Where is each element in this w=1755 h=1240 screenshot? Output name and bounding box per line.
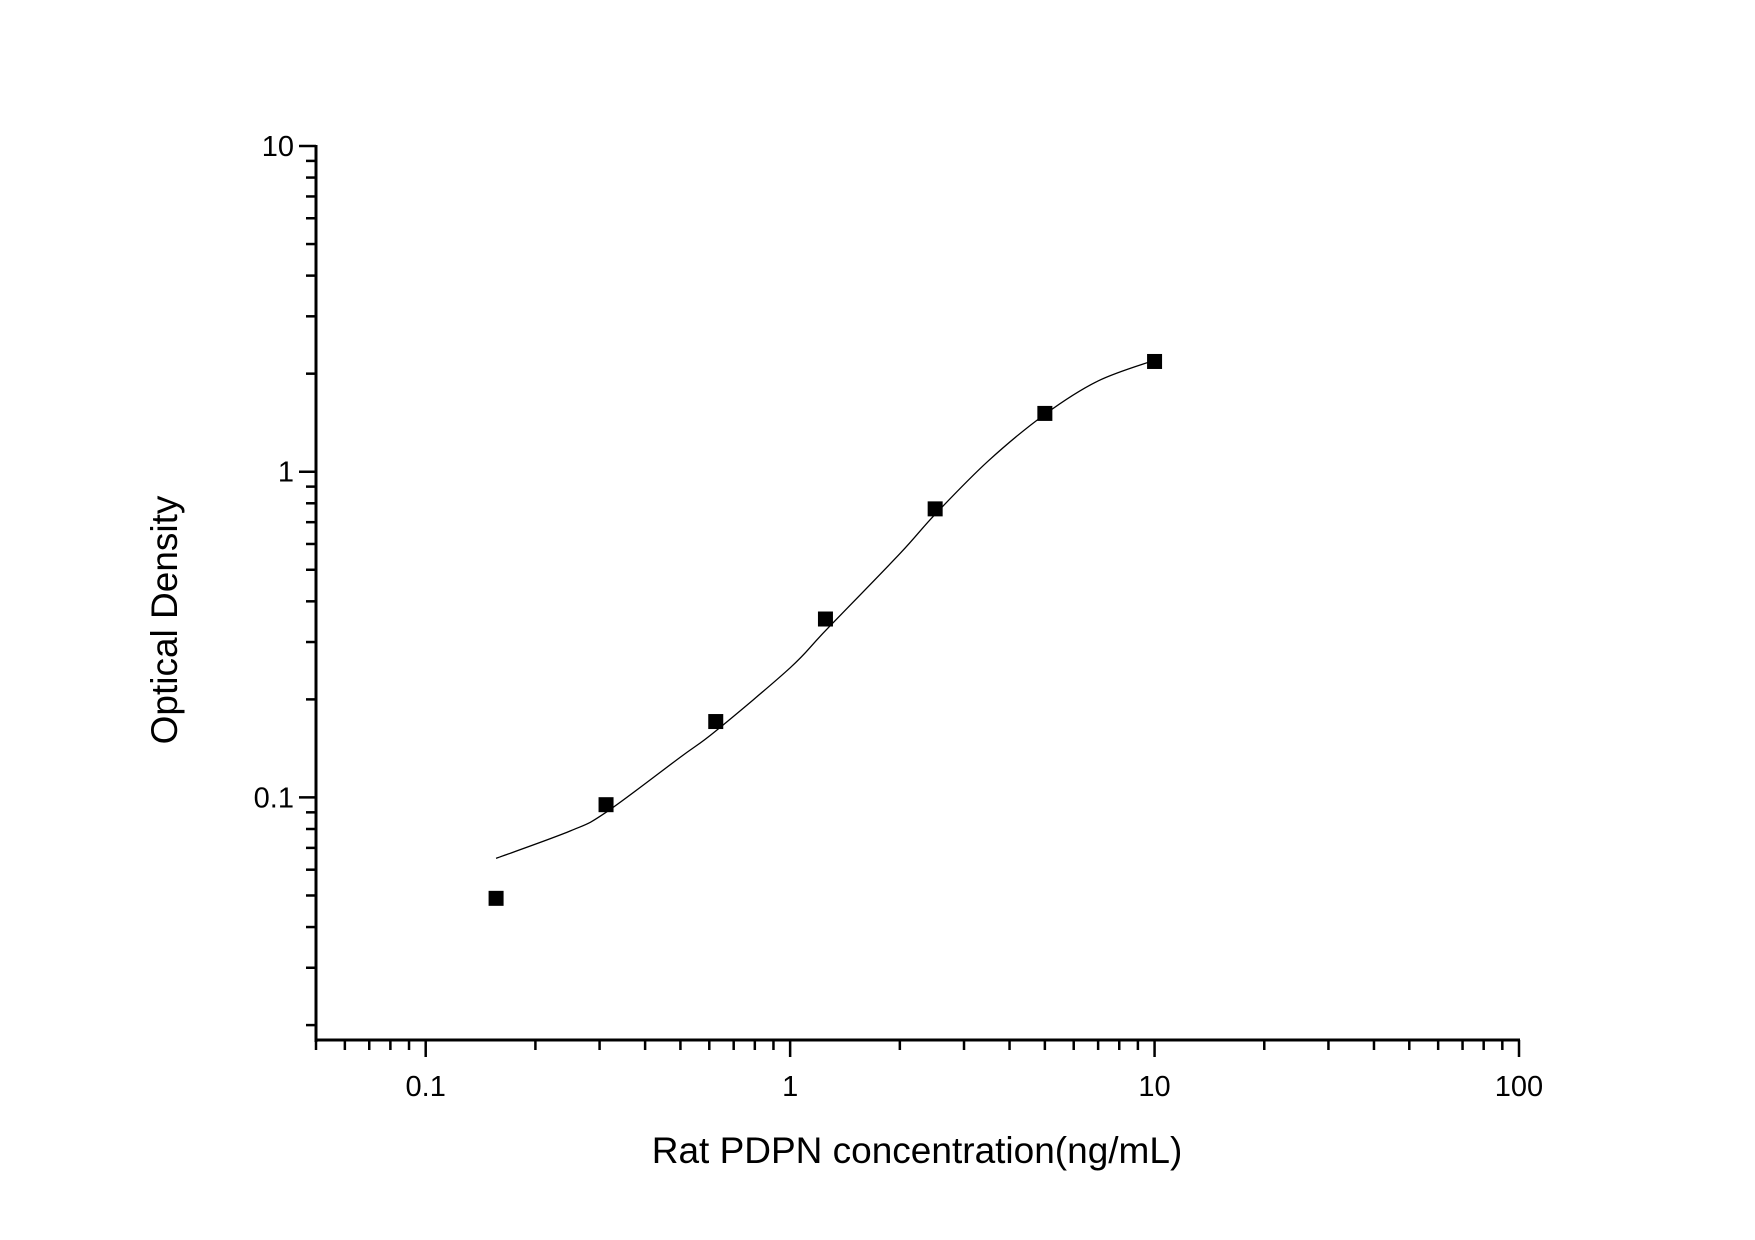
data-point <box>1147 353 1163 369</box>
x-tick-label: 100 <box>1495 1071 1543 1103</box>
y-axis-title: Optical Density <box>144 495 185 744</box>
x-tick-labels: 0.1 1 10 100 <box>406 1071 1544 1103</box>
data-point <box>488 890 504 906</box>
data-point <box>1037 405 1053 421</box>
fit-curve <box>495 359 1155 859</box>
data-point <box>708 714 724 730</box>
y-tick-label: 0.1 <box>254 782 294 814</box>
data-points <box>488 353 1163 906</box>
y-tick-label: 10 <box>262 131 294 163</box>
y-tick-labels: 0.1 1 10 <box>254 131 294 814</box>
x-tick-label: 10 <box>1138 1071 1170 1103</box>
data-point <box>817 611 833 627</box>
x-tick-label: 0.1 <box>406 1071 446 1103</box>
data-point <box>598 797 614 813</box>
data-point <box>927 501 943 517</box>
x-axis-title: Rat PDPN concentration(ng/mL) <box>652 1130 1183 1171</box>
axes <box>299 144 1521 1057</box>
x-tick-label: 1 <box>782 1071 798 1103</box>
y-tick-label: 1 <box>278 457 294 489</box>
